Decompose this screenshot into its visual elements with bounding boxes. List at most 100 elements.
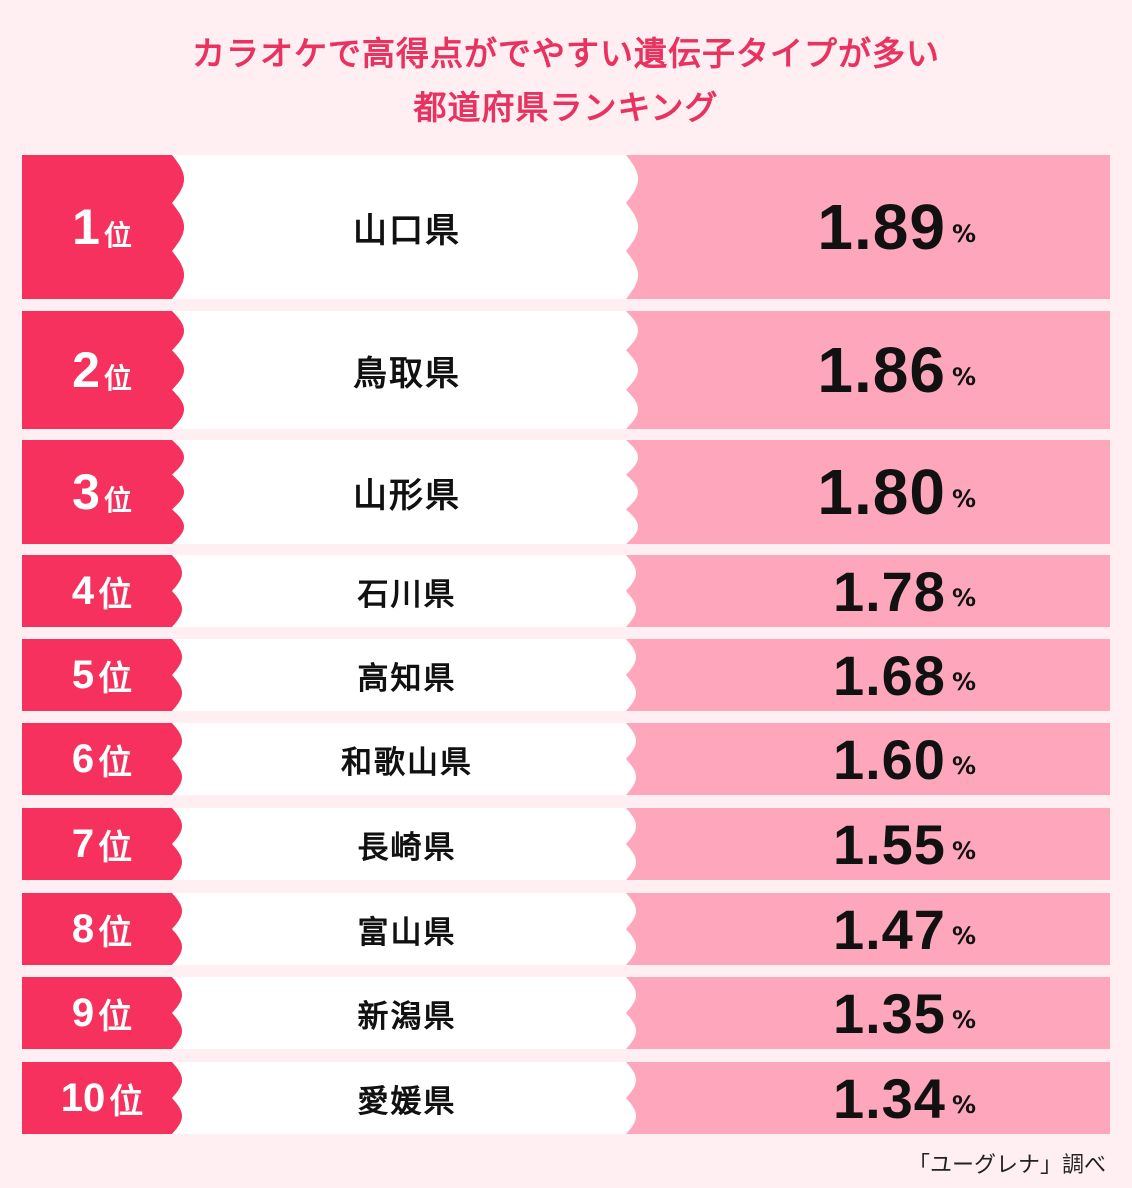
percentage-value: 1.60%: [833, 723, 976, 795]
percentage-value: 1.34%: [833, 1062, 976, 1134]
rank-suffix: 位: [103, 362, 132, 395]
rank-cell: [22, 977, 182, 1049]
value-number: 1.35: [832, 981, 946, 1045]
row-background: [22, 555, 1110, 627]
rank-cell: [22, 639, 182, 711]
rank-cell: [22, 808, 182, 880]
chart-title-line-1: カラオケで高得点がでやすい遺伝子タイプが多い: [192, 34, 940, 73]
row-background: [22, 1062, 1110, 1134]
name-cell: [172, 977, 636, 1049]
percent-sign: %: [951, 584, 976, 612]
prefecture-name: 高知県: [357, 660, 457, 697]
table-row: 7 位 長崎県 1.55%: [22, 808, 1110, 880]
prefecture-name: 和歌山県: [341, 744, 473, 781]
rank-cell: [22, 440, 184, 544]
prefecture-name: 愛媛県: [357, 1083, 457, 1120]
percent-sign: %: [951, 220, 976, 248]
value-number: 1.55: [832, 812, 946, 876]
rank-suffix: 位: [98, 574, 133, 615]
row-background: [22, 155, 1110, 299]
rank-number: 4: [71, 568, 95, 613]
rank-suffix: 位: [98, 742, 133, 783]
rank-label: 10 位: [22, 1062, 182, 1134]
value-number: 1.60: [832, 727, 946, 791]
table-row: 4 位 石川県 1.78%: [22, 555, 1110, 627]
rank-number: 8: [71, 906, 95, 951]
row-background: [22, 977, 1110, 1049]
rank-number: 10: [60, 1075, 106, 1120]
percentage-value: 1.80%: [817, 440, 976, 544]
percent-sign: %: [951, 485, 976, 513]
percent-sign: %: [951, 1091, 976, 1119]
table-row: 6 位 和歌山県 1.60%: [22, 723, 1110, 795]
name-cell: [172, 808, 636, 880]
name-cell: [172, 1062, 636, 1134]
percentage-value: 1.47%: [833, 893, 976, 965]
rank-number: 7: [71, 821, 95, 866]
percent-sign: %: [951, 752, 976, 780]
table-row: 3 位 山形県 1.80%: [22, 440, 1110, 544]
rank-number: 5: [71, 652, 95, 697]
rank-cell: [22, 311, 184, 429]
rank-number: 3: [72, 464, 100, 520]
value-number: 1.86: [817, 334, 946, 406]
prefecture-name: 長崎県: [357, 829, 457, 866]
value-number: 1.78: [832, 559, 946, 623]
rank-suffix: 位: [98, 912, 133, 953]
value-number: 1.68: [832, 643, 946, 707]
rank-cell: [22, 1062, 182, 1134]
percent-sign: %: [951, 922, 976, 950]
row-background: [22, 639, 1110, 711]
prefecture-name: 石川県: [357, 576, 457, 613]
name-cell: [172, 639, 636, 711]
name-cell: [172, 893, 636, 965]
percentage-value: 1.68%: [833, 639, 976, 711]
row-background: [22, 723, 1110, 795]
row-background: [22, 808, 1110, 880]
prefecture-name: 山口県: [353, 210, 461, 251]
rank-cell: [22, 155, 184, 299]
rank-suffix: 位: [98, 827, 133, 868]
name-cell: [172, 155, 638, 299]
percentage-value: 1.89%: [817, 155, 976, 299]
name-cell: [172, 311, 638, 429]
rank-suffix: 位: [98, 996, 133, 1037]
value-number: 1.47: [832, 897, 946, 961]
percentage-value: 1.86%: [817, 311, 976, 429]
name-cell: [172, 723, 636, 795]
prefecture-name: 富山県: [357, 914, 457, 951]
table-row: 8 位 富山県 1.47%: [22, 893, 1110, 965]
percent-sign: %: [951, 1006, 976, 1034]
percentage-value: 1.35%: [833, 977, 976, 1049]
prefecture-name: 鳥取県: [353, 353, 461, 394]
table-row: 10 位 愛媛県 1.34%: [22, 1062, 1110, 1134]
table-row: 9 位 新潟県 1.35%: [22, 977, 1110, 1049]
prefecture-name: 山形県: [353, 475, 461, 516]
row-background: [22, 311, 1110, 429]
table-row: 2 位 鳥取県 1.86%: [22, 311, 1110, 429]
value-number: 1.34: [832, 1066, 946, 1130]
rank-suffix: 位: [109, 1081, 144, 1122]
source-note: 「ユーグレナ」調べ: [907, 1153, 1106, 1178]
rank-number: 2: [72, 342, 100, 398]
rank-suffix: 位: [103, 219, 132, 252]
rank-number: 6: [71, 736, 95, 781]
value-number: 1.89: [817, 191, 946, 263]
percent-sign: %: [951, 837, 976, 865]
rank-cell: [22, 555, 182, 627]
rank-suffix: 位: [98, 658, 133, 699]
row-background: [22, 893, 1110, 965]
row-background: [22, 440, 1110, 544]
rank-number: 9: [71, 990, 95, 1035]
rank-number: 1: [72, 199, 100, 255]
name-cell: [172, 555, 636, 627]
